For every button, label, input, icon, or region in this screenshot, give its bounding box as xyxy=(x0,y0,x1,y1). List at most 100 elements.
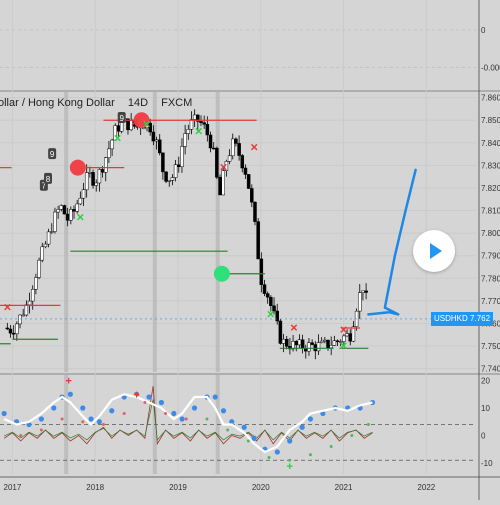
sell-signal-marker: × xyxy=(4,300,12,315)
candle-body xyxy=(15,323,19,335)
oscillator-main-line xyxy=(3,393,373,454)
candle-body xyxy=(8,328,13,334)
play-icon xyxy=(430,243,442,259)
oscillator-trend-dot xyxy=(81,420,85,424)
oscillator-tick-label: 10 xyxy=(481,404,490,413)
candle-body xyxy=(326,339,330,348)
candle-body xyxy=(84,172,89,191)
candle-body xyxy=(5,327,10,330)
oscillator-peak-marker: + xyxy=(133,389,139,401)
oscillator-dot xyxy=(220,408,227,414)
oscillator-dot xyxy=(251,435,257,441)
candle-body xyxy=(224,161,229,171)
price-tick-label: 7.770 xyxy=(481,297,500,306)
candle-body xyxy=(164,171,168,182)
candle-body xyxy=(88,172,92,174)
candle-body xyxy=(107,148,111,158)
oscillator-histogram-line xyxy=(3,385,373,446)
candle-body xyxy=(323,339,327,342)
candle-body xyxy=(69,209,73,221)
price-tick-label: 7.850 xyxy=(481,116,500,125)
candle-body xyxy=(81,189,86,199)
price-tick-label: 7.830 xyxy=(481,161,500,170)
candle-body xyxy=(196,114,200,122)
candle-body xyxy=(199,121,203,123)
time-tick-label: 2017 xyxy=(4,483,22,492)
candle-body xyxy=(72,209,76,212)
candle-body xyxy=(27,300,32,306)
oscillator-trend-dot xyxy=(60,417,64,421)
time-tick-label: 2020 xyxy=(252,483,270,492)
candle-body xyxy=(151,131,156,142)
time-tick-label: 2019 xyxy=(169,483,187,492)
candle-body xyxy=(186,129,191,134)
buy-signal-marker: × xyxy=(267,306,275,321)
count-label: 8 xyxy=(46,175,51,184)
event-marker-band xyxy=(215,92,220,372)
candle-body xyxy=(284,338,289,347)
candle-body xyxy=(75,203,79,212)
oscillator-trend-dot xyxy=(205,417,209,421)
count-label-box xyxy=(44,172,53,184)
oscillator-dot xyxy=(241,424,247,430)
oscillator-trend-dot xyxy=(226,428,230,432)
candle-body xyxy=(59,205,64,210)
oscillator-dot xyxy=(171,410,177,417)
oscillator-trend-dot xyxy=(246,439,250,443)
candle-body xyxy=(253,201,257,222)
count-label: 9 xyxy=(50,150,55,159)
candle-body xyxy=(335,340,340,342)
chart-interval: 14D xyxy=(128,97,148,109)
oscillator-dot xyxy=(307,416,314,422)
oscillator-trend-dot xyxy=(308,453,312,457)
candle-body xyxy=(278,320,283,344)
candle-body xyxy=(177,164,181,167)
top-indicator-pane: 0 -0.0005 xyxy=(0,26,500,375)
play-button[interactable] xyxy=(413,230,455,272)
oscillator-dot xyxy=(80,405,86,411)
candle-body xyxy=(50,231,54,233)
oscillator-trend-dot xyxy=(184,417,188,421)
oscillator-tick-label: 20 xyxy=(481,377,490,386)
candle-body xyxy=(183,133,187,147)
candle-body xyxy=(237,143,241,156)
candle-body xyxy=(275,310,279,322)
price-tick-label: 7.790 xyxy=(481,252,500,261)
candle-body xyxy=(97,169,102,184)
candle-body xyxy=(18,314,22,325)
red-event-dot xyxy=(133,112,150,129)
candle-body xyxy=(319,340,324,343)
candle-body xyxy=(100,169,105,173)
oscillator-dot xyxy=(299,424,305,430)
candle-body xyxy=(329,345,333,348)
count-label: 9 xyxy=(119,114,124,123)
candle-body xyxy=(272,305,276,312)
candle-body xyxy=(361,290,365,293)
candle-body xyxy=(34,277,38,290)
candle-body xyxy=(30,289,35,302)
oscillator-trend-dot xyxy=(19,434,23,437)
candle-body xyxy=(11,332,16,335)
oscillator-trend-dot xyxy=(164,412,168,415)
oscillator-trend-dot xyxy=(329,445,333,448)
chart-title: ollar / Hong Kong Dollar 14D FXCM xyxy=(0,97,192,109)
oscillator-pane: + + + xyxy=(0,376,476,473)
candle-body xyxy=(94,182,98,186)
candle-body xyxy=(202,122,206,125)
oscillator-dot xyxy=(287,438,293,444)
oscillator-tick-label: -10 xyxy=(481,459,493,468)
candle-body xyxy=(250,188,254,203)
sell-signal-marker: × xyxy=(220,160,228,175)
oscillator-peak-marker: + xyxy=(65,376,71,388)
candle-body xyxy=(348,333,352,342)
oscillator-dot xyxy=(274,449,280,455)
oscillator-dot xyxy=(179,416,185,422)
oscillator-dot xyxy=(1,410,7,417)
oscillator-dot xyxy=(88,416,94,422)
oscillator-trend-dot xyxy=(39,428,43,432)
price-tick-label: 7.840 xyxy=(481,139,500,148)
candle-body xyxy=(103,157,108,173)
price-tick-label: 7.740 xyxy=(481,365,500,374)
